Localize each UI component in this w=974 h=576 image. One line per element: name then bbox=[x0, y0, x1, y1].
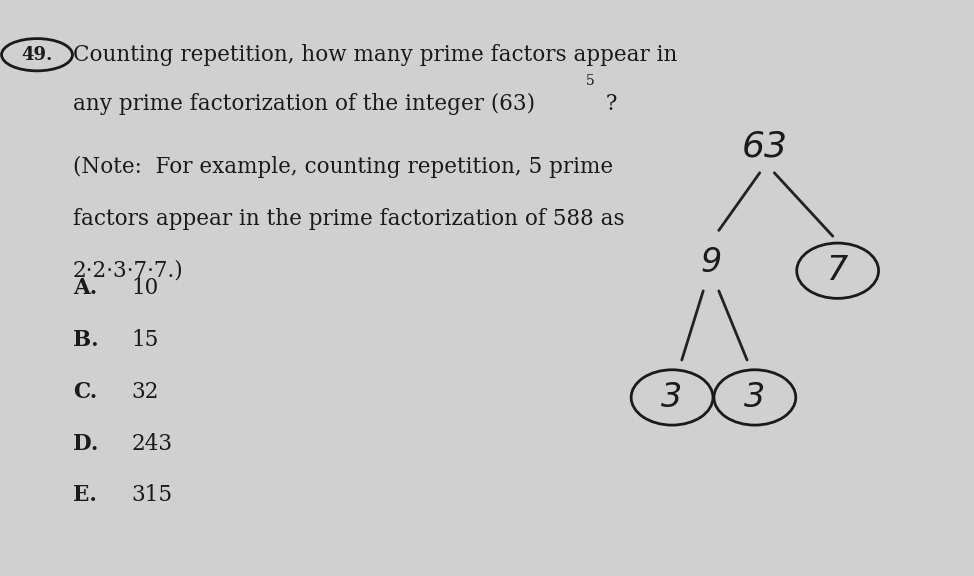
Text: 10: 10 bbox=[131, 277, 159, 299]
Text: B.: B. bbox=[73, 329, 98, 351]
Text: C.: C. bbox=[73, 381, 97, 403]
Text: Counting repetition, how many prime factors appear in: Counting repetition, how many prime fact… bbox=[73, 44, 678, 66]
Text: 243: 243 bbox=[131, 433, 172, 454]
Text: 32: 32 bbox=[131, 381, 159, 403]
Text: 9: 9 bbox=[700, 245, 722, 279]
Text: D.: D. bbox=[73, 433, 98, 454]
Text: (Note:  For example, counting repetition, 5 prime: (Note: For example, counting repetition,… bbox=[73, 156, 614, 178]
Text: 7: 7 bbox=[827, 254, 848, 287]
Text: ?: ? bbox=[599, 93, 618, 115]
Text: A.: A. bbox=[73, 277, 97, 299]
Text: 63: 63 bbox=[741, 130, 788, 164]
Text: 49.: 49. bbox=[21, 46, 53, 64]
Text: E.: E. bbox=[73, 484, 97, 506]
Text: 3: 3 bbox=[661, 381, 683, 414]
Text: 3: 3 bbox=[744, 381, 766, 414]
Text: any prime factorization of the integer (63): any prime factorization of the integer (… bbox=[73, 93, 535, 115]
Text: 15: 15 bbox=[131, 329, 159, 351]
Text: 315: 315 bbox=[131, 484, 172, 506]
Text: factors appear in the prime factorization of 588 as: factors appear in the prime factorizatio… bbox=[73, 208, 624, 230]
Text: 2·2·3·7·7.): 2·2·3·7·7.) bbox=[73, 260, 184, 282]
Text: 5: 5 bbox=[586, 74, 595, 88]
